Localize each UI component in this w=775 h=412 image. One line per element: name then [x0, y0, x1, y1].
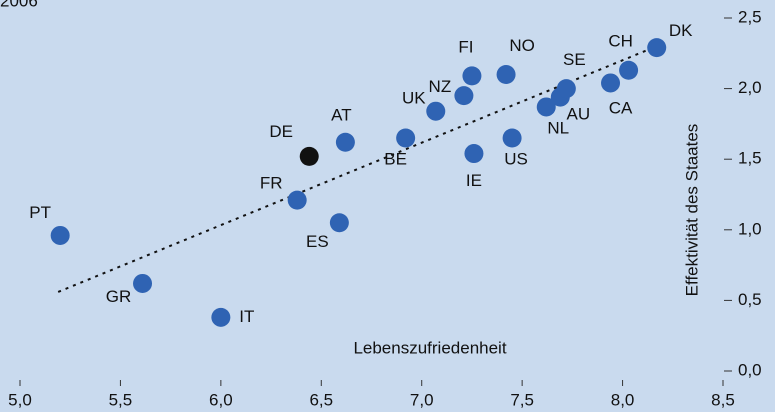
point [287, 190, 307, 210]
point [647, 38, 667, 58]
point-label: PT [29, 203, 51, 222]
point [464, 144, 484, 164]
point [496, 64, 516, 84]
point [50, 225, 70, 245]
point-label: DE [269, 122, 293, 141]
y-tick-label: 2,0 [738, 78, 762, 97]
point-label: NO [509, 36, 535, 55]
point-label: AT [331, 106, 351, 125]
point-label: FR [260, 174, 283, 193]
point-label: NL [547, 118, 569, 137]
y-axis-title: Effektivität des Staates [682, 124, 701, 297]
x-tick-label: 6,0 [209, 390, 233, 409]
x-tick-label: 7,5 [510, 390, 534, 409]
point-label: BE [384, 150, 407, 169]
x-tick-label: 8,5 [711, 390, 735, 409]
y-tick-label: 1,5 [738, 149, 762, 168]
point-label: DK [669, 21, 693, 40]
point-label: GR [106, 287, 132, 306]
point [211, 307, 231, 327]
point-label: NZ [429, 77, 452, 96]
point [133, 273, 153, 293]
x-tick-label: 5,5 [109, 390, 133, 409]
point-label: IT [239, 307, 254, 326]
point [396, 128, 416, 148]
point [601, 73, 621, 93]
point-label: SE [563, 50, 586, 69]
point [619, 60, 639, 80]
x-tick-label: 8,0 [611, 390, 635, 409]
y-tick-label: 2,5 [738, 7, 762, 26]
point [426, 101, 446, 121]
point-label: AU [566, 105, 590, 124]
point-label: CH [608, 32, 633, 51]
y-tick-label: 0,5 [738, 290, 762, 309]
point [536, 97, 556, 117]
point [299, 146, 319, 166]
x-axis-title: Lebenszufriedenheit [353, 338, 506, 357]
point [329, 213, 349, 233]
x-tick-label: 5,0 [8, 390, 32, 409]
y-tick-label: 0,0 [738, 360, 762, 379]
point [462, 66, 482, 86]
point [335, 132, 355, 152]
point-label: FI [458, 37, 473, 56]
chart-title: 2006 [0, 0, 38, 10]
y-tick-label: 1,0 [738, 219, 762, 238]
point-label: ES [306, 232, 329, 251]
point-label: US [504, 150, 528, 169]
point-label: UK [402, 89, 426, 108]
point [502, 128, 522, 148]
point-label: IE [466, 171, 482, 190]
x-tick-label: 7,0 [410, 390, 434, 409]
point [454, 86, 474, 106]
point [556, 79, 576, 99]
point-label: CA [609, 98, 633, 117]
x-tick-label: 6,5 [309, 390, 333, 409]
